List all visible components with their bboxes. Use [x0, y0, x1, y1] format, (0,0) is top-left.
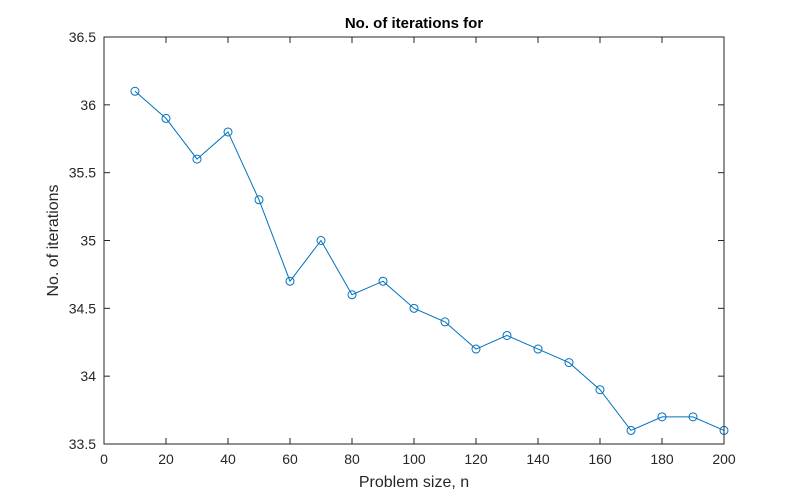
y-tick-label: 35	[80, 233, 96, 249]
y-tick-label: 34	[80, 368, 96, 384]
x-tick-label: 120	[464, 451, 488, 467]
x-tick-label: 100	[402, 451, 426, 467]
x-tick-label: 200	[712, 451, 736, 467]
y-tick-label: 36.5	[69, 29, 96, 45]
x-tick-label: 20	[158, 451, 174, 467]
x-tick-label: 160	[588, 451, 612, 467]
x-tick-label: 180	[650, 451, 674, 467]
y-tick-label: 33.5	[69, 436, 96, 452]
x-tick-label: 40	[220, 451, 236, 467]
x-tick-label: 0	[100, 451, 108, 467]
y-tick-label: 36	[80, 97, 96, 113]
plot-area	[104, 37, 724, 444]
x-axis-label: Problem size, n	[359, 474, 469, 491]
y-tick-label: 34.5	[69, 300, 96, 316]
x-tick-label: 60	[282, 451, 298, 467]
x-tick-label: 80	[344, 451, 360, 467]
x-tick-label: 140	[526, 451, 550, 467]
y-tick-label: 35.5	[69, 165, 96, 181]
y-axis-label: No. of iterations	[45, 184, 62, 296]
chart-title: No. of iterations for	[345, 15, 483, 32]
